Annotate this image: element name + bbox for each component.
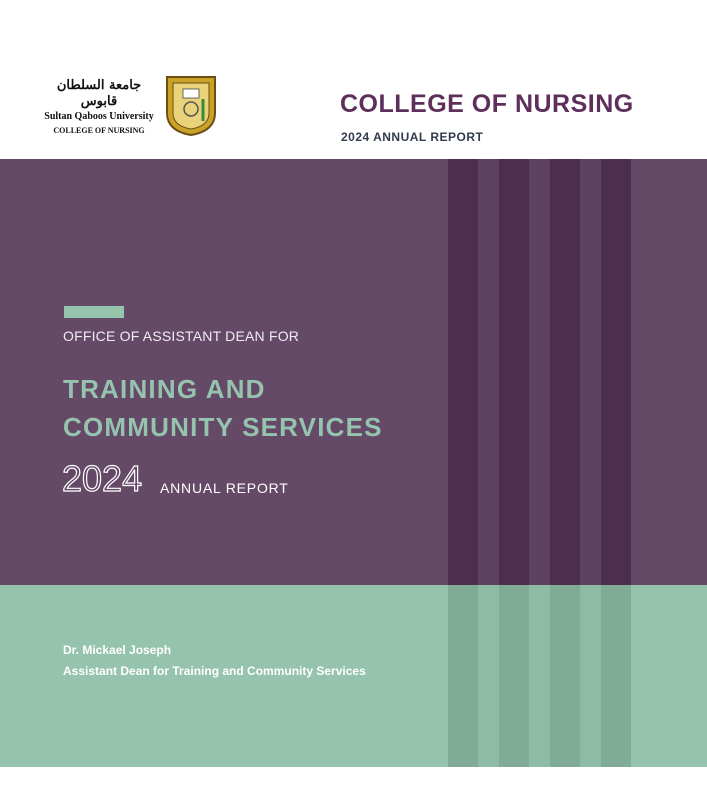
accent-bar (64, 306, 124, 318)
stripe (601, 159, 631, 585)
logo-english: Sultan Qaboos University (44, 111, 154, 122)
dean-role: Assistant Dean for Training and Communit… (63, 664, 366, 678)
cover-title: TRAINING AND COMMUNITY SERVICES (63, 370, 383, 446)
report-subtitle: 2024 ANNUAL REPORT (341, 130, 484, 144)
university-logo-text: جامعة السلطان قابوس Sultan Qaboos Univer… (40, 78, 158, 138)
office-label: OFFICE OF ASSISTANT DEAN FOR (63, 328, 300, 344)
stripe (550, 585, 580, 767)
stripe (448, 159, 478, 585)
title-line-2: COMMUNITY SERVICES (63, 412, 383, 442)
logo-unit: COLLEGE OF NURSING (53, 126, 145, 135)
title-line-1: TRAINING AND (63, 374, 266, 404)
university-emblem-icon (166, 76, 216, 137)
stripe-band (448, 159, 631, 585)
report-year: 2024 (61, 457, 143, 499)
college-title: COLLEGE OF NURSING (340, 90, 634, 118)
annual-report-label: ANNUAL REPORT (160, 480, 289, 496)
stripe-band (448, 585, 631, 767)
stripe (448, 585, 478, 767)
stripe (601, 585, 631, 767)
dean-name: Dr. Mickael Joseph (63, 643, 172, 657)
stripe (550, 159, 580, 585)
stripe (499, 159, 529, 585)
stripe (499, 585, 529, 767)
logo-arabic: جامعة السلطان قابوس (56, 78, 142, 109)
